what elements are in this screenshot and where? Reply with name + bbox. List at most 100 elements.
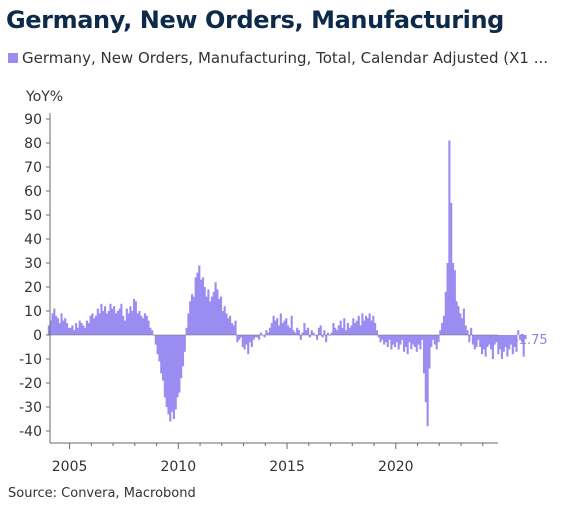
bar xyxy=(212,291,215,335)
bar xyxy=(276,318,279,335)
bar xyxy=(69,327,72,335)
bar xyxy=(140,315,143,335)
bar xyxy=(493,335,496,345)
bar xyxy=(93,318,96,335)
bar xyxy=(258,335,261,340)
bar xyxy=(234,320,237,335)
bar xyxy=(163,335,166,398)
bar xyxy=(104,306,107,335)
bar xyxy=(60,313,63,335)
bar xyxy=(252,335,255,340)
bar xyxy=(468,335,471,343)
bar xyxy=(133,299,136,335)
bar xyxy=(297,330,301,335)
y-tick-label: 40 xyxy=(24,232,42,248)
bar xyxy=(319,325,322,335)
bar xyxy=(239,335,243,338)
source-note: Source: Convera, Macrobond xyxy=(8,486,196,501)
bar xyxy=(87,323,90,335)
bar xyxy=(225,313,228,335)
bar xyxy=(58,323,61,335)
bar xyxy=(484,335,487,357)
bar xyxy=(441,323,444,335)
bar xyxy=(67,327,70,335)
bar xyxy=(401,335,404,340)
y-tick-label: 80 xyxy=(24,136,42,152)
bar xyxy=(479,335,482,347)
bar xyxy=(270,323,273,335)
bar xyxy=(102,311,105,335)
bar xyxy=(471,335,475,345)
bar xyxy=(62,320,65,335)
bar xyxy=(404,335,407,347)
bar xyxy=(154,335,157,345)
bar xyxy=(361,313,364,335)
bar xyxy=(210,296,214,335)
bar xyxy=(511,335,514,355)
bar xyxy=(426,335,429,427)
bar xyxy=(167,335,170,415)
x-tick-label: 2020 xyxy=(378,459,414,475)
bar xyxy=(363,320,366,335)
bar xyxy=(94,315,98,335)
bar xyxy=(509,335,513,345)
bar xyxy=(330,332,333,335)
bar xyxy=(216,289,219,335)
bar xyxy=(207,289,210,335)
bar xyxy=(142,318,145,335)
bar xyxy=(428,335,431,369)
bar xyxy=(109,303,112,335)
bar xyxy=(520,335,523,343)
bar xyxy=(448,140,451,335)
bar xyxy=(263,335,266,338)
bar xyxy=(73,330,76,335)
bar xyxy=(80,323,83,335)
bar xyxy=(374,323,377,335)
bar xyxy=(424,335,427,403)
y-tick-label: -20 xyxy=(19,376,42,392)
bar xyxy=(203,287,206,335)
bar xyxy=(198,265,201,335)
bar xyxy=(325,335,328,343)
bar xyxy=(457,306,460,335)
bar xyxy=(316,335,319,340)
bar xyxy=(515,335,518,352)
bar xyxy=(506,335,509,357)
bar xyxy=(230,323,233,335)
bar xyxy=(508,335,511,350)
y-tick-label: 50 xyxy=(24,208,42,224)
bar xyxy=(181,335,185,367)
bar xyxy=(430,335,433,347)
bar xyxy=(495,335,498,343)
bar xyxy=(178,335,181,393)
bar xyxy=(147,320,150,335)
bar xyxy=(357,315,360,335)
bar xyxy=(339,320,342,335)
bar xyxy=(326,332,330,335)
bar xyxy=(408,335,411,343)
bar xyxy=(392,335,395,345)
bar xyxy=(172,335,175,419)
bar xyxy=(134,301,137,335)
bar xyxy=(341,327,344,335)
bar xyxy=(399,335,402,345)
bar xyxy=(422,335,426,374)
bar xyxy=(272,315,275,335)
bar xyxy=(359,325,362,335)
bar xyxy=(113,306,116,335)
bar xyxy=(421,335,424,340)
bar xyxy=(200,279,203,335)
bar xyxy=(114,313,117,335)
bar xyxy=(435,335,438,350)
bar xyxy=(308,335,311,338)
bar xyxy=(335,330,339,335)
y-tick-label: 0 xyxy=(33,328,42,344)
bar xyxy=(312,332,315,335)
bar xyxy=(491,335,494,359)
bar xyxy=(306,327,310,335)
bar xyxy=(268,327,272,335)
bar xyxy=(490,335,493,350)
bar xyxy=(294,332,297,335)
bar xyxy=(323,330,326,335)
bar xyxy=(451,263,455,335)
